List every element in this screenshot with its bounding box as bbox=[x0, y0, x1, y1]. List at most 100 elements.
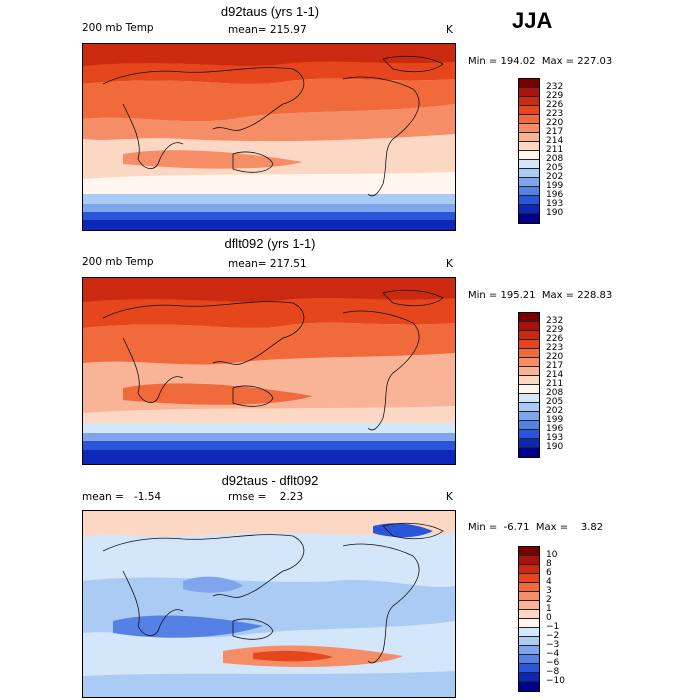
panel-1-title: d92taus (yrs 1-1) bbox=[220, 4, 320, 19]
colorbar-tick-label: 193 bbox=[546, 433, 564, 443]
colorbar-swatch bbox=[519, 340, 539, 349]
panel-2-title: dflt092 (yrs 1-1) bbox=[224, 236, 316, 251]
colorbar-tick-label: 1 bbox=[546, 604, 552, 614]
colorbar-swatch bbox=[519, 331, 539, 340]
colorbar-swatch bbox=[519, 619, 539, 628]
colorbar-tick-label: 232 bbox=[546, 82, 564, 92]
panel-2-map bbox=[82, 277, 456, 465]
colorbar-tick-label: 217 bbox=[546, 361, 564, 371]
panel-3-colorbar-labels: 10 8 6 4 3 2 1 0 −1 −2 −3 −4 −6 −8 −10 bbox=[546, 551, 565, 686]
colorbar-swatch bbox=[519, 592, 539, 601]
colorbar-swatch bbox=[519, 421, 539, 430]
colorbar-tick-label: 3 bbox=[546, 586, 552, 596]
colorbar-tick-label: 211 bbox=[546, 145, 564, 155]
colorbar-tick-label: −6 bbox=[546, 658, 560, 668]
colorbar-swatch bbox=[519, 187, 539, 196]
colorbar-swatch bbox=[519, 124, 539, 133]
colorbar-tick-label: 205 bbox=[546, 163, 564, 173]
colorbar-tick-label: 205 bbox=[546, 397, 564, 407]
colorbar-swatch bbox=[519, 214, 539, 223]
colorbar-swatch bbox=[519, 142, 539, 151]
colorbar-tick-label: 199 bbox=[546, 181, 564, 191]
panel-3-map bbox=[82, 510, 456, 698]
colorbar-swatch bbox=[519, 385, 539, 394]
colorbar-tick-label: 190 bbox=[546, 442, 564, 452]
panel-1-colorbar-labels: 232 229 226 223 220 217 214 211 208 205 202 199 196 1… bbox=[546, 83, 563, 218]
panel-1-stat-label: mean= 215.97 bbox=[228, 24, 307, 36]
colorbar-swatch bbox=[519, 394, 539, 403]
colorbar-swatch bbox=[519, 178, 539, 187]
colorbar-tick-label: 6 bbox=[546, 568, 552, 578]
colorbar-tick-label: 208 bbox=[546, 388, 564, 398]
colorbar-swatch bbox=[519, 88, 539, 97]
colorbar-swatch bbox=[519, 169, 539, 178]
colorbar-swatch bbox=[519, 133, 539, 142]
panel-3-unit: K bbox=[446, 491, 453, 503]
colorbar-tick-label: −10 bbox=[546, 676, 565, 686]
panel-2-colorbar bbox=[518, 312, 540, 458]
colorbar-swatch bbox=[519, 205, 539, 214]
colorbar-swatch bbox=[519, 682, 539, 691]
panel-1-map bbox=[82, 43, 456, 231]
colorbar-tick-label: 214 bbox=[546, 370, 564, 380]
colorbar-tick-label: 202 bbox=[546, 172, 564, 182]
colorbar-swatch bbox=[519, 151, 539, 160]
colorbar-swatch bbox=[519, 655, 539, 664]
colorbar-swatch bbox=[519, 646, 539, 655]
colorbar-tick-label: 229 bbox=[546, 325, 564, 335]
colorbar-tick-label: −3 bbox=[546, 640, 560, 650]
colorbar-tick-label: 229 bbox=[546, 91, 564, 101]
colorbar-swatch bbox=[519, 367, 539, 376]
panel-2-stat-label: mean= 217.51 bbox=[228, 258, 307, 270]
colorbar-tick-label: 10 bbox=[546, 550, 558, 560]
panel-3-title: d92taus - dflt092 bbox=[221, 473, 319, 488]
colorbar-swatch bbox=[519, 637, 539, 646]
panel-1-minmax: Min = 194.02 Max = 227.03 bbox=[468, 56, 613, 67]
colorbar-tick-label: 4 bbox=[546, 577, 552, 587]
colorbar-tick-label: 211 bbox=[546, 379, 564, 389]
panel-1-map-svg bbox=[83, 44, 455, 230]
colorbar-tick-label: 226 bbox=[546, 334, 564, 344]
panel-2-colorbar-labels: 232 229 226 223 220 217 214 211 208 205 202 199 196 1… bbox=[546, 317, 563, 452]
colorbar-swatch bbox=[519, 97, 539, 106]
colorbar-swatch bbox=[519, 664, 539, 673]
colorbar-swatch bbox=[519, 628, 539, 637]
colorbar-tick-label: 220 bbox=[546, 118, 564, 128]
colorbar-tick-label: 223 bbox=[546, 109, 564, 119]
season-label: JJA bbox=[512, 8, 553, 33]
colorbar-tick-label: −1 bbox=[546, 622, 560, 632]
panel-3-map-svg bbox=[83, 511, 455, 697]
colorbar-tick-label: 220 bbox=[546, 352, 564, 362]
colorbar-swatch bbox=[519, 610, 539, 619]
colorbar-tick-label: 208 bbox=[546, 154, 564, 164]
colorbar-swatch bbox=[519, 556, 539, 565]
colorbar-tick-label: −8 bbox=[546, 667, 560, 677]
colorbar-swatch bbox=[519, 403, 539, 412]
colorbar-swatch bbox=[519, 574, 539, 583]
colorbar-swatch bbox=[519, 349, 539, 358]
colorbar-swatch bbox=[519, 673, 539, 682]
panel-3-left-label: mean = -1.54 bbox=[82, 491, 162, 503]
panel-1-colorbar bbox=[518, 78, 540, 224]
colorbar-tick-label: −2 bbox=[546, 631, 560, 641]
colorbar-tick-label: 0 bbox=[546, 613, 552, 623]
colorbar-swatch bbox=[519, 565, 539, 574]
colorbar-tick-label: 193 bbox=[546, 199, 564, 209]
panel-1-left-label: 200 mb Temp bbox=[82, 22, 154, 34]
colorbar-tick-label: 8 bbox=[546, 559, 552, 569]
panel-3-minmax: Min = -6.71 Max = 3.82 bbox=[468, 522, 604, 533]
panel-2-map-svg bbox=[83, 278, 455, 464]
colorbar-tick-label: 232 bbox=[546, 316, 564, 326]
panel-2-unit: K bbox=[446, 258, 453, 270]
colorbar-swatch bbox=[519, 196, 539, 205]
colorbar-tick-label: 199 bbox=[546, 415, 564, 425]
colorbar-swatch bbox=[519, 448, 539, 457]
colorbar-tick-label: 214 bbox=[546, 136, 564, 146]
colorbar-swatch bbox=[519, 79, 539, 88]
colorbar-swatch bbox=[519, 412, 539, 421]
colorbar-tick-label: 196 bbox=[546, 190, 564, 200]
colorbar-tick-label: 190 bbox=[546, 208, 564, 218]
colorbar-tick-label: 223 bbox=[546, 343, 564, 353]
colorbar-tick-label: 226 bbox=[546, 100, 564, 110]
colorbar-tick-label: −4 bbox=[546, 649, 560, 659]
